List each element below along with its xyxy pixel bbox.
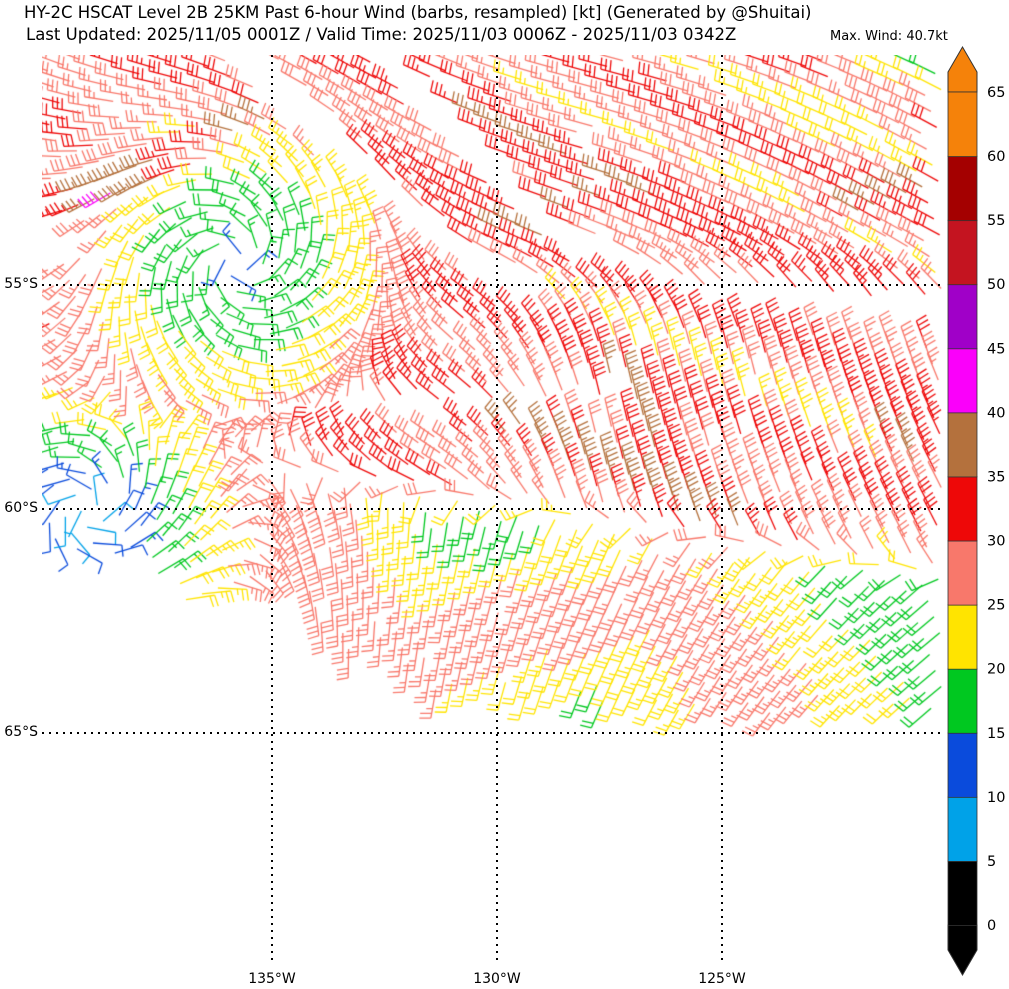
longitude-gridline <box>721 55 723 962</box>
colorbar-segment <box>947 155 978 222</box>
colorbar-segment <box>947 540 978 606</box>
colorbar-segment <box>947 604 978 670</box>
colorbar-tick-label: 20 <box>987 662 1005 678</box>
colorbar-tick-label: 5 <box>987 854 996 870</box>
colorbar-tick-label: 65 <box>987 85 1005 101</box>
colorbar-tick-label: 60 <box>987 149 1005 165</box>
colorbar-segment <box>947 347 978 414</box>
colorbar-tick-label: 55 <box>987 213 1005 229</box>
colorbar-tick-label: 50 <box>987 277 1005 293</box>
colorbar-tick-label: 35 <box>987 469 1005 485</box>
colorbar-segment <box>947 91 978 157</box>
colorbar-segment <box>947 219 978 286</box>
latitude-gridline <box>42 732 945 734</box>
chart-subtitle-valid-time: Last Updated: 2025/11/05 0001Z / Valid T… <box>26 25 737 44</box>
chart-title: HY-2C HSCAT Level 2B 25KM Past 6-hour Wi… <box>24 3 812 22</box>
latitude-tick-label: 55°S <box>4 276 38 292</box>
latitude-tick-label: 60°S <box>4 500 38 516</box>
latitude-gridline <box>42 284 945 286</box>
latitude-tick-label: 65°S <box>4 724 38 740</box>
colorbar-tick-label: 10 <box>987 790 1005 806</box>
colorbar-under-arrow <box>947 924 978 976</box>
longitude-gridline <box>271 55 273 962</box>
colorbar-tick-label: 25 <box>987 598 1005 614</box>
colorbar: 0 5 10 15 20 25 30 35 40 45 50 55 60 65 <box>947 46 1005 976</box>
colorbar-segment <box>947 283 978 350</box>
longitude-tick-label: 130°W <box>473 971 521 987</box>
longitude-gridline <box>496 55 498 962</box>
colorbar-over-arrow <box>947 46 978 93</box>
map-plot-area: 55°S 60°S 65°S 135°W 130°W 125°W <box>4 55 945 987</box>
colorbar-tick-label: 0 <box>987 918 996 934</box>
colorbar-tick-label: 15 <box>987 726 1005 742</box>
colorbar-segment <box>947 860 978 926</box>
colorbar-segment <box>947 668 978 734</box>
longitude-tick-label: 135°W <box>248 971 296 987</box>
colorbar-tick-label: 40 <box>987 405 1005 421</box>
longitude-tick-label: 125°W <box>698 971 746 987</box>
colorbar-segment <box>947 732 978 798</box>
max-wind-annotation: Max. Wind: 40.7kt <box>830 29 948 44</box>
colorbar-segment <box>947 411 978 478</box>
colorbar-segment <box>947 476 978 542</box>
colorbar-tick-label: 30 <box>987 534 1005 550</box>
colorbar-segment <box>947 796 978 862</box>
colorbar-tick-label: 45 <box>987 341 1005 357</box>
latitude-gridline <box>42 508 945 510</box>
